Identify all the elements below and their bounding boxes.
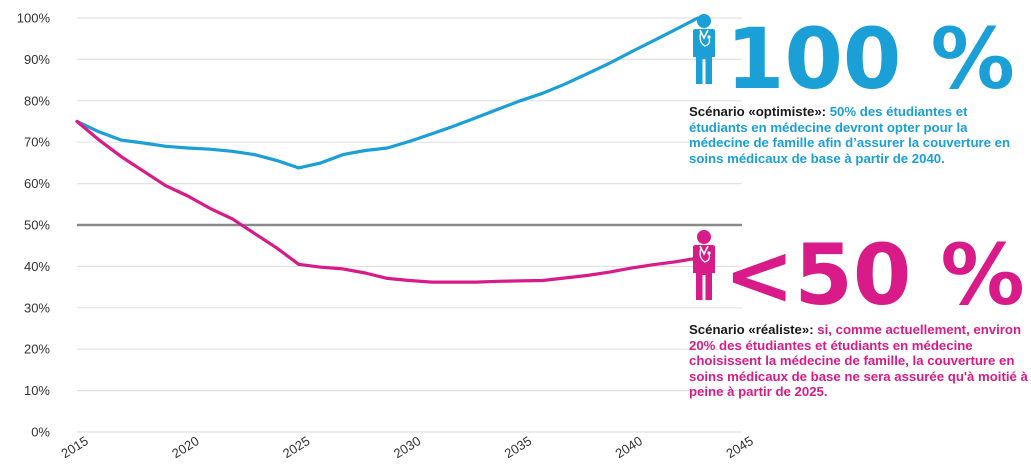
doctor-icon [693, 230, 715, 300]
optimistic-text: 50% des étudiantes et étudiants en médec… [689, 104, 1011, 166]
y-tick-label: 80% [24, 93, 50, 108]
y-tick-label: 40% [24, 259, 50, 274]
y-tick-label: 50% [24, 218, 50, 233]
optimistic-big-value: 100 % [726, 10, 1015, 108]
realistic-lead: Scénario «réaliste»: [689, 322, 814, 337]
y-axis-ticks: 0% 10% 20% 30% 40% 50% 60% 70% 80% 90% 100% [17, 11, 51, 440]
x-tick-label: 2025 [280, 433, 312, 461]
series-lines [75, 16, 700, 284]
x-tick-label: 2015 [58, 433, 90, 461]
x-tick-label: 2020 [169, 433, 201, 461]
realistic-text: si, comme actuellement, environ 20% des … [689, 322, 1028, 400]
y-tick-label: 100% [17, 11, 51, 26]
x-tick-label: 2030 [391, 433, 423, 461]
realistic-annotation: Scénario «réaliste»: si, comme actuellem… [689, 322, 1029, 400]
y-tick-label: 20% [24, 342, 50, 357]
series-line-realistic [75, 119, 700, 284]
realistic-big-value: <50 % [724, 226, 1025, 324]
y-tick-label: 90% [24, 52, 50, 67]
y-tick-label: 70% [24, 135, 50, 150]
y-tick-label: 60% [24, 176, 50, 191]
optimistic-lead: Scénario «optimiste»: [689, 104, 827, 119]
x-tick-label: 2040 [613, 433, 645, 461]
x-tick-label: 2035 [502, 433, 534, 461]
x-tick-label: 2045 [723, 433, 755, 461]
optimistic-annotation: Scénario «optimiste»: 50% des étudiantes… [689, 104, 1029, 166]
series-line-optimistic [75, 16, 700, 170]
y-tick-label: 10% [24, 383, 50, 398]
y-tick-label: 30% [24, 300, 50, 315]
doctor-icon [693, 14, 715, 84]
y-tick-label: 0% [31, 425, 50, 440]
x-axis-ticks: 2015 2020 2025 2030 2035 2040 2045 [58, 433, 755, 461]
